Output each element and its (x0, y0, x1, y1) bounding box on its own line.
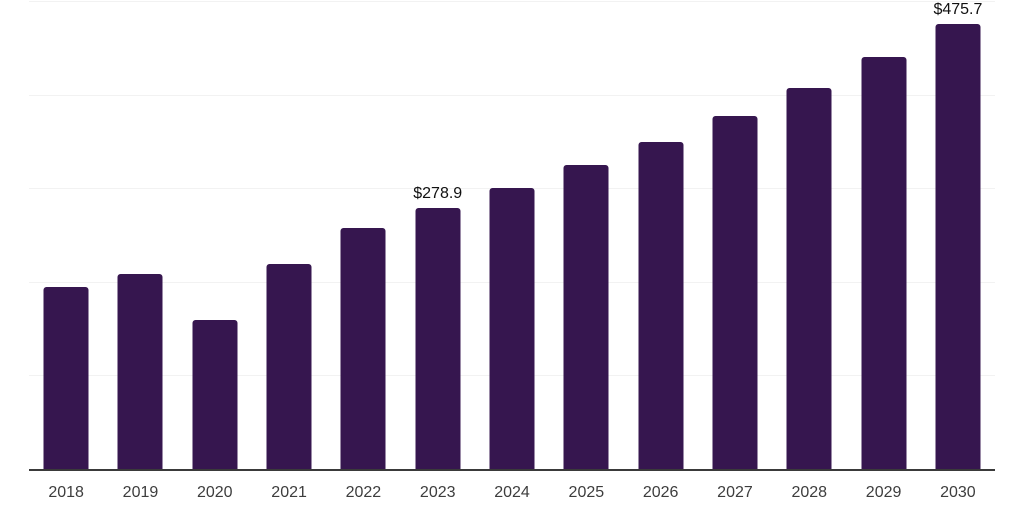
x-axis-tick-labels: 2018 2019 2020 2021 2022 2023 2024 2025 2026 2027… (29, 483, 995, 502)
data-label-2030: $475.7 (933, 0, 983, 18)
bar-slot-2030: $475.7 (921, 1, 995, 469)
x-axis-line (29, 469, 995, 471)
x-tick-2024: 2024 (494, 484, 530, 501)
x-tick-2026: 2026 (642, 484, 679, 501)
x-tick-2029: 2029 (865, 484, 902, 501)
bar-slot-2023: $278.9 (401, 1, 475, 469)
bar-2029 (861, 57, 907, 469)
bar-2020 (192, 319, 238, 469)
bar-slot-2020 (178, 1, 252, 469)
bar-slot-2024 (475, 1, 549, 469)
bar-2025 (563, 165, 609, 469)
gridline-500 (29, 1, 995, 2)
x-tick-2022: 2022 (345, 484, 382, 501)
x-tick-2027: 2027 (717, 484, 753, 501)
bar-2021 (266, 264, 312, 469)
x-tick-2021: 2021 (271, 484, 307, 501)
bar-slot-2029 (846, 1, 920, 469)
bar-slot-2019 (103, 1, 177, 469)
plot-area: $278.9 $475.7 (29, 1, 995, 471)
bar-2023 (415, 207, 461, 469)
bar-slot-2025 (549, 1, 623, 469)
x-tick-2028: 2028 (791, 484, 828, 501)
bars-container: $278.9 $475.7 (29, 1, 995, 469)
x-tick-2030: 2030 (940, 484, 976, 501)
gridline-400 (29, 94, 995, 96)
bar-2027 (712, 115, 758, 469)
bar-slot-2026 (624, 1, 698, 469)
bar-2024 (489, 188, 535, 469)
x-tick-2020: 2020 (196, 484, 233, 501)
bar-2028 (786, 88, 832, 469)
data-label-2023: $278.9 (413, 184, 463, 202)
x-tick-2019: 2019 (122, 484, 159, 501)
bar-2022 (340, 228, 386, 469)
bar-slot-2027 (698, 1, 772, 469)
bar-slot-2022 (326, 1, 400, 469)
bar-slot-2028 (772, 1, 846, 469)
bar-2018 (43, 287, 89, 469)
bar-2030 (935, 23, 981, 469)
x-tick-2025: 2025 (568, 484, 605, 501)
bar-slot-2018 (29, 1, 103, 469)
x-tick-2023: 2023 (419, 484, 456, 501)
bar-slot-2021 (252, 1, 326, 469)
x-tick-2018: 2018 (48, 484, 84, 501)
bar-2019 (117, 273, 163, 469)
bar-2026 (638, 141, 684, 469)
